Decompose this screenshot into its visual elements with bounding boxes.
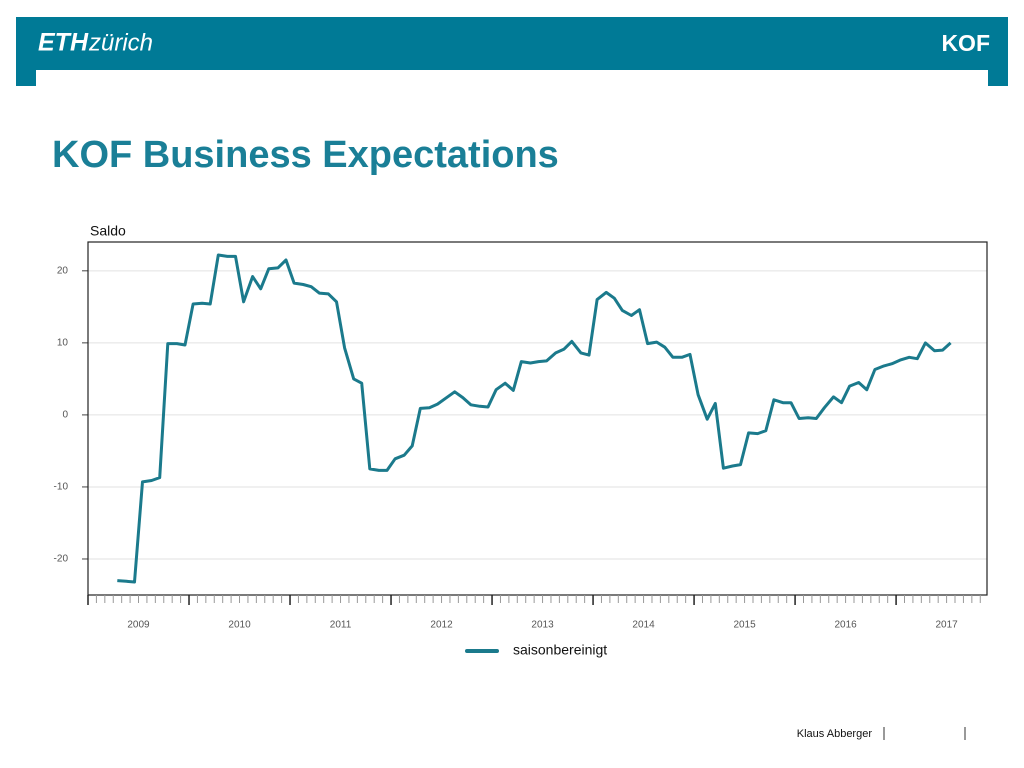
data-line: [117, 253, 952, 584]
y-tick-label: -20: [54, 554, 69, 565]
footer-author: Klaus Abberger: [797, 728, 873, 740]
y-tick-label: 10: [57, 337, 69, 348]
brand: ETH: [38, 29, 89, 57]
x-tick-label: 2012: [430, 620, 453, 631]
y-tick-label: -10: [54, 482, 69, 493]
x-tick-label: 2015: [733, 620, 756, 631]
x-tick-label: 2009: [127, 620, 150, 631]
plot-frame: [87, 241, 988, 596]
x-tick-label: 2013: [531, 620, 554, 631]
y-axis-label: Saldo: [90, 223, 126, 239]
y-tick-label: 20: [57, 265, 69, 276]
x-tick-label: 2010: [228, 620, 251, 631]
chart-title: KOF Business Expectations: [52, 134, 559, 176]
y-tick-label: 0: [62, 410, 68, 421]
x-tick-label: 2017: [935, 620, 958, 631]
legend-label: saisonbereinigt: [513, 642, 607, 658]
x-tick-label: 2016: [834, 620, 857, 631]
unit-logo: KOF: [941, 30, 990, 56]
x-tick-label: 2011: [330, 620, 352, 631]
x-tick-label: 2014: [632, 620, 655, 631]
brand-sub: zürich: [88, 29, 153, 56]
header-bar: [16, 17, 1008, 86]
